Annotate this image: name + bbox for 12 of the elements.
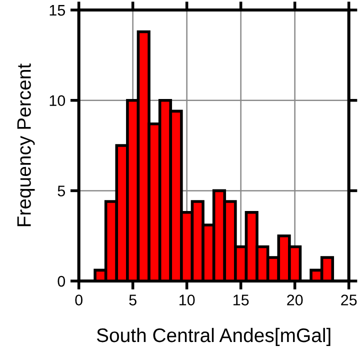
x-tick-label: 0 <box>75 294 82 306</box>
x-tick-label: 5 <box>129 294 136 306</box>
x-tick-label: 25 <box>341 294 357 306</box>
y-tick-label: 15 <box>50 5 66 16</box>
x-tick-label: 15 <box>234 294 249 306</box>
y-tick-label: 10 <box>50 95 66 106</box>
x-tick-label: 10 <box>180 294 195 306</box>
x-tick-label: 20 <box>287 294 303 306</box>
y-tick-label: 0 <box>58 276 66 287</box>
y-axis-title: Frequency Percent <box>17 64 35 226</box>
x-axis-title: South Central Andes[mGal] <box>96 328 330 346</box>
y-tick-label: 5 <box>58 186 66 196</box>
